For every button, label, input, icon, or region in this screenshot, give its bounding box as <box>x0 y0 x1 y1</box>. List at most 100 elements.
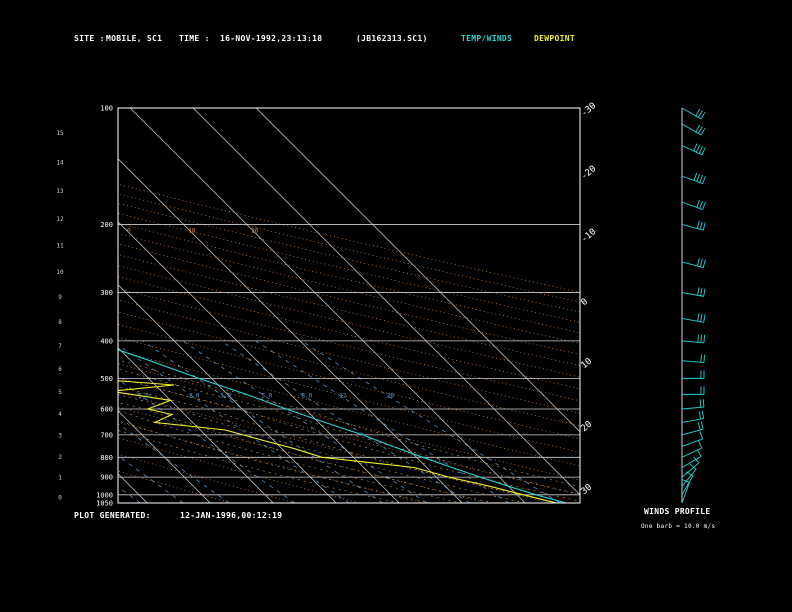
dry-adiabat-label: 20 <box>251 228 259 235</box>
background-lines <box>0 108 580 503</box>
wind-barb-flag <box>695 144 701 153</box>
dry-adiabat-line <box>118 276 580 390</box>
mixing-ratio-line <box>301 340 561 503</box>
dry-adiabat-line <box>118 287 580 402</box>
dry-adiabat-line <box>118 453 296 503</box>
winds-profile-note: One barb = 10.0 m/s <box>641 523 716 530</box>
wind-barb-flag <box>696 199 701 208</box>
wind-barb-flag <box>703 334 706 343</box>
dry-adiabat-line <box>118 421 424 503</box>
wind-barb-flag <box>695 124 701 133</box>
wind-barb-flag <box>702 222 706 231</box>
dry-adiabat-line <box>118 324 580 440</box>
wind-barb-flag <box>701 147 706 155</box>
dry-adiabat-line <box>118 254 580 366</box>
wind-barb-flag <box>703 314 706 323</box>
moist-adiabat-line <box>118 359 580 488</box>
wind-barb-flag <box>699 399 702 408</box>
moist-adiabat-line <box>118 394 526 503</box>
isotherm-line <box>118 473 148 503</box>
mixing-ratio-label: 8.0 <box>301 392 312 399</box>
temperature-line <box>118 349 567 503</box>
pressure-tick-label: 900 <box>100 474 113 482</box>
height-tick-label: 1 <box>58 474 62 481</box>
isotherm-line <box>118 347 274 503</box>
wind-barb-shaft <box>681 438 703 447</box>
pressure-tick-label: 100 <box>100 105 113 113</box>
pressure-tick-label: 800 <box>100 454 113 462</box>
pressure-tick-label: 400 <box>100 337 113 345</box>
site-value: MOBILE, SC1 <box>106 34 163 43</box>
wind-barb-shaft <box>681 428 704 436</box>
wind-barb-flag <box>700 334 702 343</box>
wind-barb-flag <box>699 200 703 209</box>
mixing-ratio-label: 3.0 <box>220 392 231 399</box>
isotherm-line <box>0 108 21 503</box>
dry-adiabat-line <box>118 470 232 503</box>
wind-barb-flag <box>697 110 703 118</box>
wind-profile <box>681 107 706 504</box>
dry-adiabat-line <box>118 391 552 503</box>
wind-barb-shaft <box>681 145 703 156</box>
dry-adiabat-label: 10 <box>188 228 196 235</box>
wind-barb-flag <box>697 334 699 343</box>
right-temp-tick-label: 10 <box>580 356 595 371</box>
height-tick-label: 13 <box>56 188 64 195</box>
wind-barb-flag <box>700 287 703 296</box>
dry-adiabat-line <box>118 203 580 313</box>
dry-adiabat-line <box>118 222 580 334</box>
pressure-tick-label: 700 <box>100 431 113 439</box>
file-id: (JB162313.SC1) <box>356 34 428 43</box>
time-value: 16-NOV-1992,23:13:18 <box>220 34 323 43</box>
wind-barb-shaft <box>681 201 703 210</box>
wind-barb-shaft <box>681 123 702 136</box>
right-temp-tick-label: -10 <box>580 227 599 245</box>
wind-barb-shaft <box>681 462 700 478</box>
axis-labels: 1002003004005006007008009001000105001234… <box>56 101 599 508</box>
wind-barb-shaft <box>681 292 704 297</box>
wind-barb-shaft <box>681 318 704 323</box>
height-tick-label: 7 <box>58 343 62 350</box>
moist-adiabat-line <box>118 430 400 503</box>
dry-adiabat-line <box>118 350 580 467</box>
winds-profile-title: WINDS PROFILE <box>644 507 711 516</box>
wind-barb-shaft <box>681 261 704 269</box>
wind-barb-flag <box>697 313 700 322</box>
wind-barb-flag <box>689 463 697 470</box>
wind-barb-flag <box>700 421 704 430</box>
wind-barb-flag <box>693 172 698 181</box>
wind-barb-shaft <box>681 406 704 410</box>
wind-barb-flag <box>693 456 700 464</box>
height-tick-label: 6 <box>58 366 62 373</box>
mixing-ratio-label: 5.0 <box>261 392 272 399</box>
wind-barb-flag <box>696 220 700 229</box>
wind-barb-flag <box>702 175 706 184</box>
mixing-ratio-line <box>118 344 350 503</box>
legend-temp: TEMP/WINDS <box>461 34 513 43</box>
plot-generated-value: 12-JAN-1996,00:12:19 <box>180 511 283 520</box>
wind-barb-shaft <box>681 175 703 185</box>
site-label: SITE : <box>74 34 105 43</box>
height-tick-label: 8 <box>58 319 62 326</box>
height-tick-label: 3 <box>58 433 62 440</box>
mixing-ratio-line <box>255 340 510 503</box>
pressure-tick-label: 200 <box>100 221 113 229</box>
wind-barb-flag <box>697 422 701 431</box>
wind-barb-flag <box>696 449 702 457</box>
dry-adiabat-line <box>118 243 580 355</box>
wind-barb-flag <box>696 258 700 267</box>
mixing-ratio-line <box>142 340 383 503</box>
right-temp-tick-label: 0 <box>580 297 591 308</box>
wind-barb-flag <box>698 411 702 420</box>
dry-adiabat-line <box>118 437 360 503</box>
legend-dewpoint: DEWPOINT <box>534 34 575 43</box>
height-tick-label: 14 <box>56 159 64 166</box>
wind-barb-shaft <box>681 447 703 458</box>
right-temp-tick-label: -30 <box>580 101 599 119</box>
dry-adiabat-line <box>118 406 488 503</box>
wind-barb-flag <box>702 259 706 268</box>
wind-barb-flag <box>702 399 705 408</box>
isotherm-line <box>118 221 400 503</box>
wind-barb-shaft <box>681 224 704 231</box>
